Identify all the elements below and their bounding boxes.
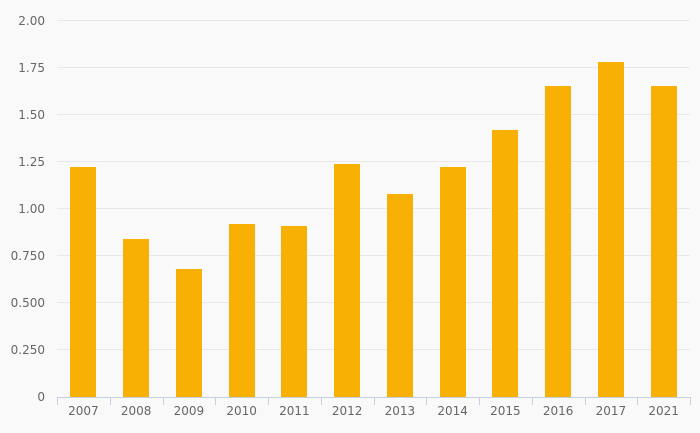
x-axis-tick: [215, 397, 217, 405]
x-axis-tick: [531, 397, 533, 405]
x-axis-category-label: 2021: [648, 404, 679, 418]
y-gridline: [57, 67, 690, 69]
y-axis-tick-label: 1.25: [18, 154, 45, 169]
x-axis-tick: [690, 397, 691, 405]
y-axis-tick-label: 1.75: [18, 60, 45, 75]
bar-2014: [439, 167, 466, 397]
x-axis-category-label: 2012: [331, 404, 363, 418]
x-axis-tick: [637, 397, 639, 405]
x-axis-tick: [426, 397, 428, 405]
x-axis-tick: [479, 397, 480, 405]
bar-2011: [281, 225, 308, 397]
x-axis-category-label: 2015: [490, 404, 521, 418]
y-gridline: [57, 255, 690, 257]
x-axis-tick: [584, 397, 586, 405]
bar-2008: [123, 238, 150, 397]
bar-2021: [650, 86, 677, 397]
bar-2017: [597, 61, 624, 397]
x-axis-category-label: 2009: [173, 404, 205, 418]
y-axis-tick-label: 0: [37, 390, 45, 404]
x-axis-category-label: 2007: [68, 404, 99, 418]
x-axis-category-label: 2014: [437, 404, 468, 418]
y-gridline: [57, 114, 690, 116]
x-axis-tick: [57, 397, 58, 405]
x-axis-tick: [320, 397, 322, 405]
x-axis-category-label: 2013: [384, 404, 416, 418]
x-axis-category-label: 2017: [595, 404, 627, 418]
y-axis-tick-label: 2.00: [18, 13, 45, 28]
x-axis-tick: [162, 397, 164, 405]
bar-2016: [545, 86, 572, 397]
x-axis-category-label: 2011: [279, 404, 310, 418]
y-gridline: [57, 208, 690, 210]
y-gridline: [57, 161, 690, 163]
y-gridline: [57, 302, 690, 304]
x-axis-tick: [109, 397, 111, 405]
y-gridline: [57, 349, 690, 351]
bar-2007: [70, 167, 97, 397]
y-axis-tick-label: 1.50: [18, 107, 45, 122]
bar-2013: [386, 193, 413, 397]
y-axis-tick-label: 0.750: [10, 248, 45, 263]
x-axis-category-label: 2008: [120, 404, 152, 418]
bar-2010: [228, 223, 255, 397]
bar-2009: [175, 268, 202, 397]
y-axis-tick-label: 0.500: [10, 295, 45, 310]
x-axis-tick: [268, 397, 269, 405]
bar-2015: [492, 129, 519, 397]
bar-2012: [334, 163, 361, 397]
x-axis-tick: [373, 397, 375, 405]
x-axis-category-label: 2010: [226, 404, 257, 418]
y-gridline: [57, 20, 690, 21]
y-axis-tick-label: 1.00: [18, 201, 45, 216]
y-axis-tick-label: 0.250: [10, 342, 45, 357]
x-axis-category-label: 2016: [542, 404, 574, 418]
